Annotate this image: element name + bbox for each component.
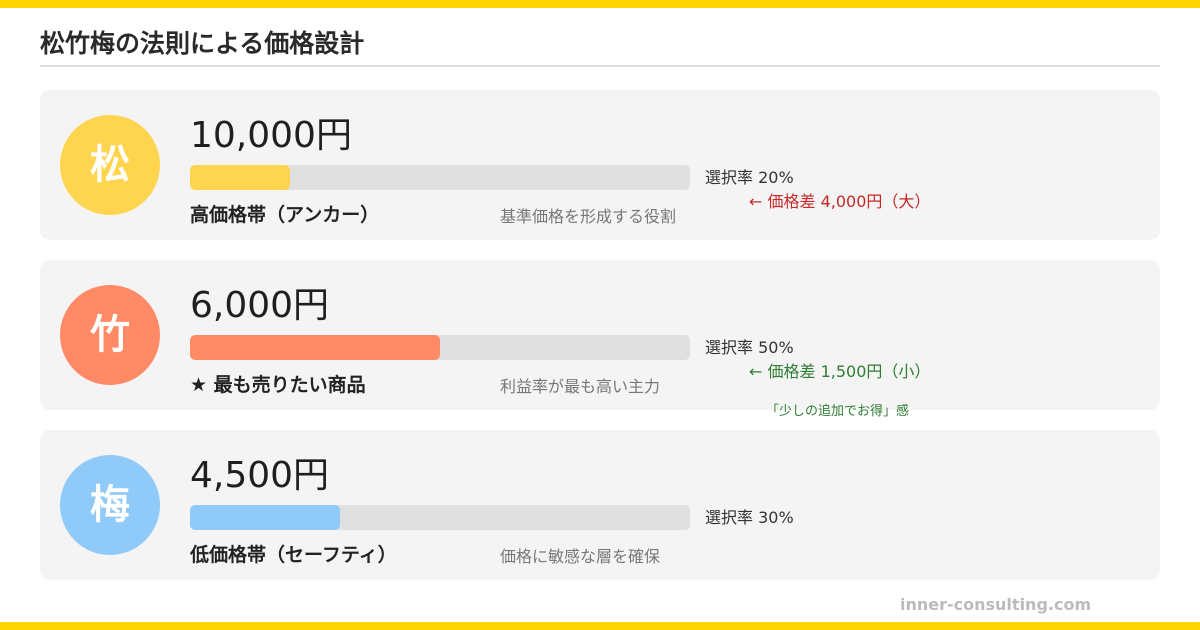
selection-rate-bar (190, 505, 690, 530)
price-diff-large: ← 価格差 4,000円（大） (749, 192, 931, 211)
bargain-note: 「少しの追加でお得」感 (766, 404, 910, 419)
tier-role: 利益率が最も高い主力 (500, 377, 661, 396)
page-title: 松竹梅の法則による価格設計 (40, 29, 365, 58)
tier-price: 6,000円 (190, 285, 330, 326)
tier-card-take: 竹 6,000円 選択率 50% ★ 最も売りたい商品 利益率が最も高い主力 ←… (40, 260, 1160, 410)
price-diff-small: ← 価格差 1,500円（小） (749, 362, 931, 381)
tier-card-matsu: 松 10,000円 選択率 20% 高価格帯（アンカー） 基準価格を形成する役割… (40, 90, 1160, 240)
selection-rate-fill (190, 165, 290, 190)
tier-role: 価格に敏感な層を確保 (500, 547, 661, 566)
tier-card-ume: 梅 4,500円 選択率 30% 低価格帯（セーフティ） 価格に敏感な層を確保 (40, 430, 1160, 580)
selection-rate-bar (190, 335, 690, 360)
tier-label: 高価格帯（アンカー） (190, 204, 380, 226)
selection-rate-bar (190, 165, 690, 190)
tier-badge-take: 竹 (60, 285, 160, 385)
tier-label: 低価格帯（セーフティ） (190, 544, 397, 566)
selection-rate-label: 選択率 50% (705, 338, 794, 357)
tier-price: 4,500円 (190, 455, 330, 496)
tier-badge-matsu: 松 (60, 115, 160, 215)
top-accent-bar (0, 0, 1200, 8)
tier-price: 10,000円 (190, 115, 352, 156)
selection-rate-label: 選択率 20% (705, 168, 794, 187)
tier-badge-ume: 梅 (60, 455, 160, 555)
selection-rate-label: 選択率 30% (705, 508, 794, 527)
footer-site-url: inner-consulting.com (900, 595, 1092, 614)
tier-role: 基準価格を形成する役割 (500, 207, 677, 226)
tier-label: ★ 最も売りたい商品 (190, 374, 366, 396)
bottom-accent-bar (0, 622, 1200, 630)
selection-rate-fill (190, 335, 440, 360)
title-divider (40, 65, 1160, 67)
selection-rate-fill (190, 505, 340, 530)
